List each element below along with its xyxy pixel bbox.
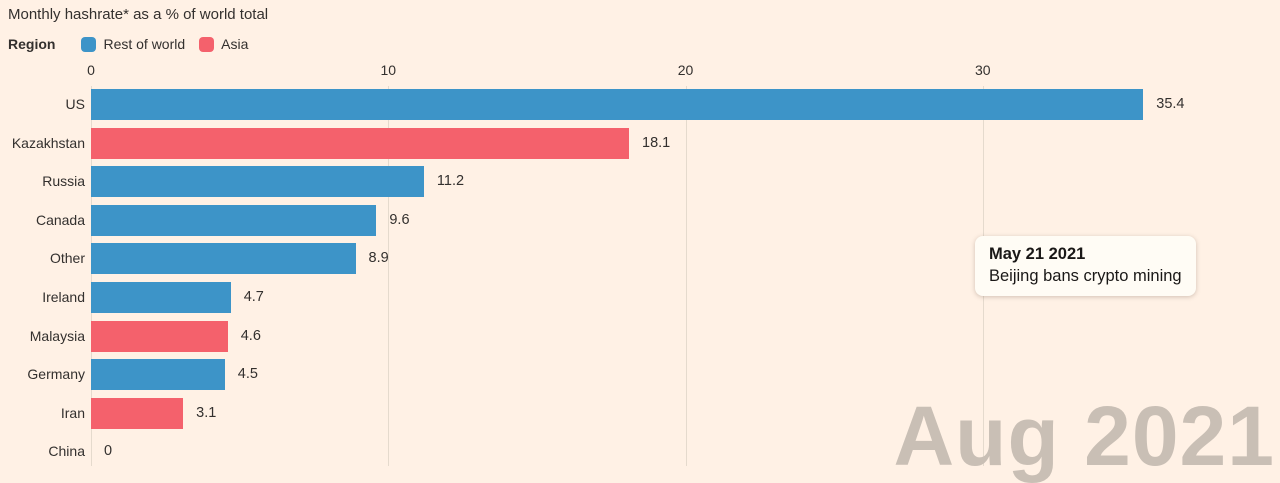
bar-other <box>91 243 356 275</box>
axis-tick-label: 0 <box>87 62 95 78</box>
category-label: Ireland <box>42 289 85 305</box>
legend-title: Region <box>8 36 56 52</box>
axis-tick-label: 20 <box>677 62 694 78</box>
legend: Region Rest of world Asia <box>8 36 262 52</box>
legend-item-label: Asia <box>221 36 249 52</box>
value-label: 18.1 <box>642 134 671 151</box>
grid-line <box>685 86 687 466</box>
category-label: Russia <box>42 173 85 190</box>
watermark-date: Aug 2021 <box>893 389 1275 483</box>
value-label: 4.6 <box>240 327 261 344</box>
bar-ireland <box>91 282 231 313</box>
value-label: 11.2 <box>436 173 465 190</box>
category-label: Iran <box>60 404 85 421</box>
category-label: Malaysia <box>29 327 85 344</box>
bar-iran <box>91 397 184 429</box>
chart-title: Monthly hashrate* as a % of world total <box>8 6 269 23</box>
bar-canada <box>91 204 377 236</box>
category-label: Kazakhstan <box>11 134 85 151</box>
bar-germany <box>91 359 225 391</box>
category-label: Germany <box>27 366 85 383</box>
value-label: 9.6 <box>389 211 410 228</box>
axis-tick-label: 30 <box>974 62 991 78</box>
category-label: Canada <box>35 211 85 228</box>
bar-us <box>91 89 1144 120</box>
category-label: US <box>65 96 85 112</box>
annotation-callout: May 21 2021 Beijing bans crypto mining <box>975 236 1196 296</box>
value-label: 0 <box>104 443 113 460</box>
category-label: China <box>48 443 85 460</box>
category-label: Other <box>49 250 85 267</box>
bar-malaysia <box>91 320 228 352</box>
value-label: 4.5 <box>237 366 258 383</box>
asia-swatch-icon <box>199 36 215 52</box>
rest-of-world-swatch-icon <box>81 36 97 52</box>
legend-item-asia: Asia <box>199 36 248 52</box>
value-label: 4.7 <box>243 289 264 305</box>
annotation-date: May 21 2021 <box>989 245 1086 263</box>
value-label: 35.4 <box>1156 96 1185 112</box>
legend-item-label: Rest of world <box>103 36 186 52</box>
legend-item-rest-of-world: Rest of world <box>81 36 185 52</box>
axis-tick-label: 10 <box>380 62 397 78</box>
annotation-text: Beijing bans crypto mining <box>989 267 1182 285</box>
grid-line <box>388 86 390 466</box>
value-label: 3.1 <box>196 404 217 421</box>
value-label: 8.9 <box>368 250 389 267</box>
bar-russia <box>91 166 424 198</box>
bar-kazakhstan <box>91 127 630 159</box>
grid-line <box>91 86 92 466</box>
